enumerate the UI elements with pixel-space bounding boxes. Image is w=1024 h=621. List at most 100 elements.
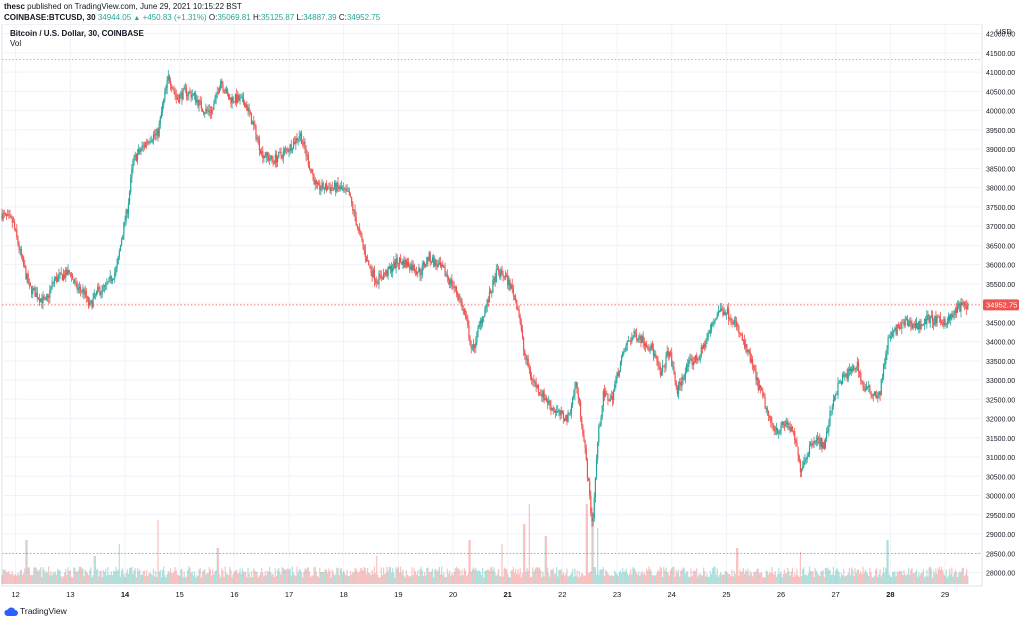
- candle-body: [405, 259, 407, 267]
- volume-bar: [510, 570, 512, 584]
- price-chart[interactable]: 28000.0028500.0029000.0029500.0030000.00…: [0, 24, 1024, 604]
- candle-body: [9, 215, 11, 217]
- volume-bar: [144, 576, 147, 584]
- volume-bar: [733, 570, 735, 584]
- tradingview-cloud-icon[interactable]: [4, 606, 18, 617]
- volume-bar: [830, 575, 832, 584]
- candle-body: [177, 99, 180, 103]
- volume-bar: [225, 572, 227, 584]
- candle-body: [308, 165, 311, 169]
- candle-body: [428, 252, 430, 261]
- candle-body: [945, 324, 947, 326]
- candle-body: [561, 410, 563, 413]
- symbol-label[interactable]: COINBASE:BTCUSD, 30: [4, 13, 96, 22]
- volume-bar: [431, 568, 434, 584]
- candle-body: [319, 182, 321, 191]
- time-axis[interactable]: 12 13 14 15 16 17 18 19 20 21 22 23 24 25 26 27 28 29: [2, 585, 982, 599]
- volume-bar: [527, 570, 529, 584]
- candle-body: [338, 186, 340, 190]
- volume-bar: [516, 574, 518, 584]
- volume-bar: [798, 576, 800, 584]
- candle-body: [627, 340, 630, 342]
- candle-body: [10, 216, 12, 218]
- volume-label: Vol: [10, 39, 21, 48]
- volume-bar: [142, 571, 144, 584]
- volume-bar: [291, 566, 294, 584]
- volume-bar: [33, 567, 35, 584]
- candle-body: [723, 311, 725, 316]
- volume-bar: [289, 568, 291, 584]
- volume-bar: [438, 566, 440, 584]
- volume-bar: [181, 568, 183, 584]
- candle-body: [259, 150, 262, 155]
- volume-bar: [15, 573, 17, 584]
- volume-bar: [59, 570, 61, 584]
- candle-body: [728, 308, 730, 319]
- candle-body: [225, 89, 227, 93]
- volume-bar: [864, 569, 866, 584]
- candle-body: [484, 309, 486, 317]
- tradingview-brand[interactable]: TradingView: [20, 606, 67, 616]
- volume-bar: [373, 566, 376, 584]
- candle-body: [387, 266, 389, 276]
- volume-bar: [257, 577, 259, 584]
- candle-body: [592, 518, 594, 522]
- candle-body: [790, 426, 792, 432]
- candle-body: [113, 278, 115, 280]
- volume-bar: [119, 576, 122, 584]
- candle-body: [584, 440, 586, 449]
- candle-body: [373, 269, 376, 281]
- price-tick-label: 36500.00: [986, 243, 1015, 250]
- candle-body: [169, 80, 172, 86]
- price-tick-label: 31000.00: [986, 455, 1015, 462]
- candle-body: [12, 221, 14, 223]
- candle-body: [709, 329, 712, 333]
- price-axis[interactable]: 28000.0028500.0029000.0029500.0030000.00…: [986, 32, 1015, 578]
- volume-bar: [132, 573, 134, 584]
- candle-body: [950, 314, 952, 320]
- volume-bar: [839, 577, 841, 584]
- time-tick-label: 22: [558, 590, 566, 599]
- candle-body: [676, 387, 678, 394]
- volume-bar: [966, 568, 968, 584]
- candle-body: [963, 302, 966, 305]
- candle-body: [829, 411, 831, 425]
- volume-bar: [459, 570, 461, 584]
- volume-bar: [587, 572, 590, 584]
- volume-bar: [238, 573, 240, 584]
- candle-body: [315, 180, 317, 185]
- candle-body: [318, 182, 320, 184]
- volume-bar: [116, 570, 118, 584]
- volume-bar: [163, 566, 165, 584]
- candle-body: [329, 187, 331, 192]
- volume-bar: [321, 572, 323, 584]
- volume-bar: [599, 569, 601, 584]
- candle-body: [187, 94, 189, 96]
- volume-bar: [892, 572, 894, 584]
- candle-body: [647, 347, 649, 349]
- candle-body: [562, 412, 565, 419]
- candle-body: [961, 302, 963, 306]
- volume-bar: [528, 504, 530, 584]
- candle-body: [659, 366, 661, 376]
- volume-bar: [907, 568, 910, 584]
- volume-bar: [302, 577, 304, 584]
- volume-bar: [425, 575, 427, 584]
- candle-body: [48, 295, 50, 298]
- candle-body: [8, 214, 10, 216]
- volume-bar: [51, 575, 53, 584]
- time-tick-label: 28: [886, 590, 894, 599]
- high-label: H:: [252, 13, 261, 22]
- volume-bar: [378, 577, 380, 584]
- volume-bar: [624, 571, 626, 584]
- author-name[interactable]: thesc: [4, 2, 25, 11]
- candle-body: [935, 316, 937, 324]
- volume-bar: [726, 572, 729, 584]
- volume-bar: [928, 567, 930, 584]
- volume-bar: [910, 569, 912, 584]
- volume-bar: [660, 568, 663, 584]
- volume-bar: [618, 571, 620, 584]
- candle-body: [427, 257, 429, 261]
- volume-bar: [422, 575, 425, 584]
- candle-body: [607, 394, 609, 401]
